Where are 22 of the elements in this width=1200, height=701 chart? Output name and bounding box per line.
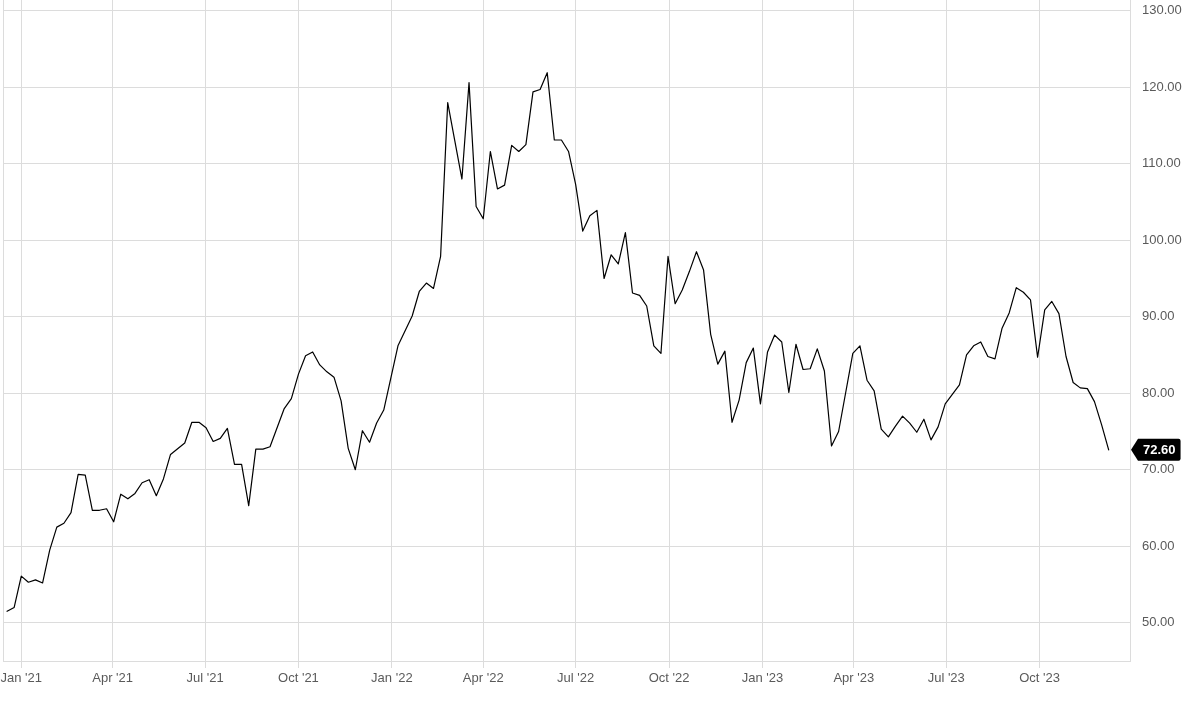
- x-tick-label: Jul '22: [557, 670, 595, 686]
- x-tick-label: Jan '21: [0, 670, 43, 686]
- x-tick-label: Apr '21: [92, 670, 134, 686]
- x-tick-label: Jan '22: [371, 670, 413, 686]
- y-tick-label: 70.00: [1142, 461, 1175, 477]
- y-tick-label: 100.00: [1142, 231, 1182, 247]
- text: 72.60: [1142, 442, 1176, 458]
- x-tick-label: Oct '21: [278, 670, 319, 686]
- x-tick-label: Jul '21: [186, 670, 224, 686]
- y-tick-label: 60.00: [1142, 537, 1175, 553]
- y-tick-label: 80.00: [1142, 384, 1175, 400]
- y-tick-label: 110.00: [1142, 155, 1181, 171]
- x-tick-label: Oct '23: [1019, 670, 1061, 686]
- x-tick-label: Oct '22: [648, 670, 690, 686]
- y-tick-label: 90.00: [1142, 308, 1175, 324]
- x-tick-label: Apr '22: [462, 670, 504, 686]
- y-tick-label: 120.00: [1142, 78, 1182, 94]
- x-tick-label: Apr '23: [833, 670, 875, 686]
- y-tick-label: 130.00: [1142, 2, 1182, 18]
- y-tick-label: 50.00: [1142, 614, 1175, 630]
- x-tick-label: Jan '23: [741, 670, 784, 686]
- x-tick-label: Jul '23: [927, 670, 965, 686]
